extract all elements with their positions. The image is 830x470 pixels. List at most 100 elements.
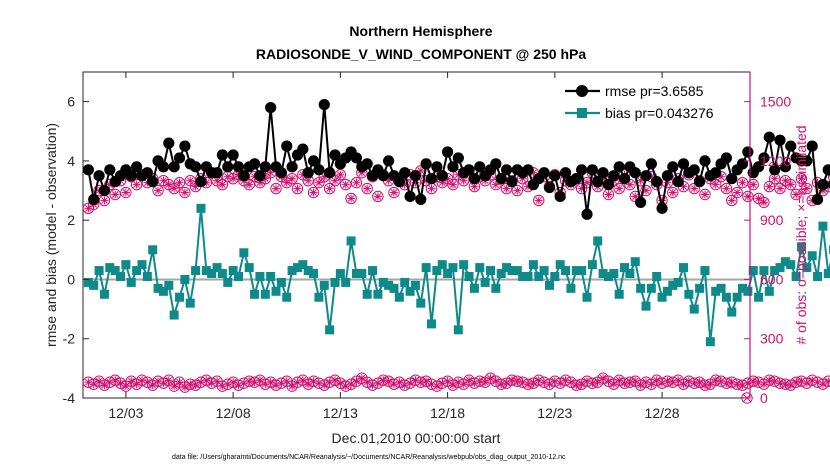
obs-possible-point [500, 182, 513, 195]
rmse-point [554, 190, 566, 203]
rmse-point [415, 193, 427, 206]
obs-cross-d2 [460, 380, 468, 388]
obs-possible-point [688, 182, 700, 195]
bias-point [646, 283, 656, 293]
obs-circle [736, 176, 749, 189]
rmse-point [318, 99, 330, 111]
obs-cross-d2 [653, 376, 661, 384]
rmse-point [259, 161, 271, 173]
obs-cross-d2 [723, 185, 730, 192]
obs-cross-d2 [647, 380, 655, 388]
obs-possible-point [747, 178, 759, 191]
bias-point [807, 251, 817, 261]
rmse-point [570, 173, 582, 185]
obs-cross-d2 [374, 193, 382, 200]
rmse-point [350, 152, 363, 164]
bias-point [480, 277, 490, 287]
obs-possible-point [350, 176, 363, 189]
bias-point [502, 263, 512, 273]
obs-cross-d2 [256, 376, 264, 384]
rmse-point [785, 140, 797, 152]
obs-cross-d2 [288, 175, 296, 183]
obs-circle [801, 182, 813, 195]
rmse-point [693, 176, 706, 188]
bias-point [164, 280, 174, 290]
bias-point [373, 289, 383, 299]
obs-cross-d2 [733, 189, 741, 196]
obs-possible-point [827, 172, 830, 182]
rmse-point [769, 164, 781, 176]
obs-cross-d2 [160, 177, 167, 185]
chart-title-line2: RADIOSONDE_V_WIND_COMPONENT @ 250 hPa [256, 46, 586, 62]
bias-point [239, 248, 249, 258]
obs-possible-point [720, 182, 733, 195]
obs-cross-d2 [605, 191, 612, 198]
bias-point [614, 289, 624, 299]
y-tick-label: 6 [67, 94, 75, 110]
obs-cross-d2 [213, 377, 221, 385]
bias-point [185, 298, 195, 308]
obs-cross-d2 [706, 380, 714, 388]
bias-point [823, 269, 830, 279]
obs-circle [340, 178, 352, 191]
bias-point [534, 271, 544, 281]
obs-circle [307, 186, 320, 199]
obs-circle [613, 182, 625, 195]
obs-possible-point [361, 182, 373, 195]
rmse-point [581, 208, 593, 220]
obs-possible-point [345, 192, 357, 205]
obs-cross-d2 [101, 381, 108, 389]
bias-point [83, 277, 93, 287]
obs-circle [640, 184, 652, 197]
obs-possible-point [302, 174, 314, 187]
obs-possible-point [388, 186, 400, 199]
y-right-tick-label: 600 [760, 271, 784, 287]
rmse-point [726, 173, 738, 185]
bias-point [432, 266, 442, 276]
rmse-point [720, 152, 733, 164]
rmse-point [157, 161, 170, 173]
obs-cross-d2 [422, 377, 430, 385]
obs-possible-point [447, 178, 459, 191]
rmse-point [281, 140, 293, 152]
bias-point [491, 283, 501, 293]
rmse-point [425, 173, 438, 185]
bias-point [351, 269, 361, 279]
obs-cross-d2 [444, 175, 451, 183]
obs-possible-point [533, 194, 545, 207]
obs-possible-point [602, 188, 615, 201]
rmse-point [393, 176, 405, 188]
bias-point [148, 245, 158, 255]
bias-point [593, 236, 603, 246]
obs-possible-point [790, 188, 802, 201]
y-tick-label: 0 [67, 271, 75, 287]
legend-bias-marker [577, 108, 587, 118]
bias-point [212, 263, 222, 273]
bias-point [437, 260, 447, 270]
obs-possible-point [173, 176, 186, 189]
bias-point [464, 271, 474, 281]
bias-point [539, 266, 549, 276]
bias-point [319, 280, 329, 290]
rmse-point [168, 161, 180, 173]
bias-point [260, 289, 270, 299]
obs-possible-point [334, 169, 347, 181]
rmse-point [254, 170, 266, 182]
bias-point [705, 337, 715, 347]
obs-cross-d2 [176, 378, 183, 386]
rmse-point [618, 173, 631, 185]
obs-possible-point [425, 182, 438, 195]
obs-cross-d2 [320, 381, 328, 389]
rmse-point [195, 176, 207, 188]
legend-bias-label: bias pr=0.043276 [605, 105, 714, 121]
obs-circle [742, 190, 754, 203]
obs-cross-d2 [288, 382, 296, 390]
rmse-point [324, 167, 336, 179]
rmse-point [699, 155, 711, 167]
obs-circle [758, 196, 770, 209]
bias-point [142, 271, 152, 281]
bias-point [561, 266, 571, 276]
bias-point [94, 266, 104, 276]
obs-possible-point [768, 172, 781, 185]
rmse-point [661, 170, 674, 182]
